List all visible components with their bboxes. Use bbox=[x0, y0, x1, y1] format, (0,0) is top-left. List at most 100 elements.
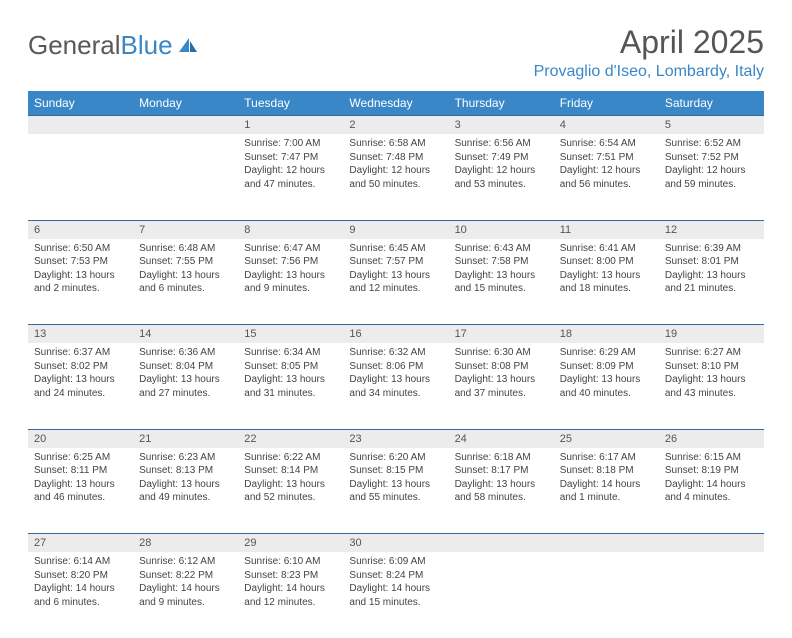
sunrise-text: Sunrise: 6:48 AM bbox=[139, 242, 232, 256]
sunset-text: Sunset: 8:23 PM bbox=[244, 569, 337, 583]
day-number bbox=[449, 534, 554, 553]
weekday-header: Tuesday bbox=[238, 91, 343, 116]
day-number: 30 bbox=[343, 534, 448, 553]
sunset-text: Sunset: 7:56 PM bbox=[244, 255, 337, 269]
day-cell: Sunrise: 6:52 AMSunset: 7:52 PMDaylight:… bbox=[659, 134, 764, 220]
day1-text: Daylight: 13 hours bbox=[139, 373, 232, 387]
day2-text: and 50 minutes. bbox=[349, 178, 442, 192]
day2-text: and 15 minutes. bbox=[349, 596, 442, 610]
weekday-header: Saturday bbox=[659, 91, 764, 116]
sunrise-text: Sunrise: 6:34 AM bbox=[244, 346, 337, 360]
sunset-text: Sunset: 8:22 PM bbox=[139, 569, 232, 583]
daynum-row: 27282930 bbox=[28, 534, 764, 553]
sunrise-text: Sunrise: 6:54 AM bbox=[560, 137, 653, 151]
day-cell: Sunrise: 6:23 AMSunset: 8:13 PMDaylight:… bbox=[133, 448, 238, 534]
day1-text: Daylight: 13 hours bbox=[349, 478, 442, 492]
day-number: 11 bbox=[554, 220, 659, 239]
weekday-header: Friday bbox=[554, 91, 659, 116]
weekday-header: Wednesday bbox=[343, 91, 448, 116]
day-cell: Sunrise: 6:48 AMSunset: 7:55 PMDaylight:… bbox=[133, 239, 238, 325]
sunrise-text: Sunrise: 6:09 AM bbox=[349, 555, 442, 569]
day-cell: Sunrise: 6:22 AMSunset: 8:14 PMDaylight:… bbox=[238, 448, 343, 534]
day1-text: Daylight: 12 hours bbox=[244, 164, 337, 178]
day2-text: and 18 minutes. bbox=[560, 282, 653, 296]
day1-text: Daylight: 13 hours bbox=[665, 373, 758, 387]
daynum-row: 20212223242526 bbox=[28, 429, 764, 448]
day-number: 4 bbox=[554, 116, 659, 135]
day2-text: and 53 minutes. bbox=[455, 178, 548, 192]
sunset-text: Sunset: 8:20 PM bbox=[34, 569, 127, 583]
day2-text: and 43 minutes. bbox=[665, 387, 758, 401]
day1-text: Daylight: 14 hours bbox=[244, 582, 337, 596]
day2-text: and 59 minutes. bbox=[665, 178, 758, 192]
day-number: 10 bbox=[449, 220, 554, 239]
weekday-header: Monday bbox=[133, 91, 238, 116]
day-cell: Sunrise: 6:43 AMSunset: 7:58 PMDaylight:… bbox=[449, 239, 554, 325]
sunset-text: Sunset: 7:52 PM bbox=[665, 151, 758, 165]
day1-text: Daylight: 13 hours bbox=[560, 269, 653, 283]
day2-text: and 34 minutes. bbox=[349, 387, 442, 401]
day2-text: and 46 minutes. bbox=[34, 491, 127, 505]
week-row: Sunrise: 6:25 AMSunset: 8:11 PMDaylight:… bbox=[28, 448, 764, 534]
day-cell: Sunrise: 6:09 AMSunset: 8:24 PMDaylight:… bbox=[343, 552, 448, 638]
day2-text: and 31 minutes. bbox=[244, 387, 337, 401]
day-number: 21 bbox=[133, 429, 238, 448]
sunrise-text: Sunrise: 6:10 AM bbox=[244, 555, 337, 569]
day-number: 24 bbox=[449, 429, 554, 448]
sunset-text: Sunset: 7:53 PM bbox=[34, 255, 127, 269]
day1-text: Daylight: 13 hours bbox=[34, 269, 127, 283]
day2-text: and 9 minutes. bbox=[244, 282, 337, 296]
day1-text: Daylight: 13 hours bbox=[455, 478, 548, 492]
day-cell: Sunrise: 6:47 AMSunset: 7:56 PMDaylight:… bbox=[238, 239, 343, 325]
sunset-text: Sunset: 8:08 PM bbox=[455, 360, 548, 374]
day1-text: Daylight: 13 hours bbox=[34, 373, 127, 387]
day1-text: Daylight: 14 hours bbox=[34, 582, 127, 596]
sunset-text: Sunset: 7:55 PM bbox=[139, 255, 232, 269]
day2-text: and 1 minute. bbox=[560, 491, 653, 505]
day-number: 13 bbox=[28, 325, 133, 344]
day-number: 27 bbox=[28, 534, 133, 553]
day2-text: and 6 minutes. bbox=[34, 596, 127, 610]
day1-text: Daylight: 13 hours bbox=[244, 269, 337, 283]
sunrise-text: Sunrise: 6:39 AM bbox=[665, 242, 758, 256]
sunset-text: Sunset: 7:57 PM bbox=[349, 255, 442, 269]
day-number: 14 bbox=[133, 325, 238, 344]
day-cell: Sunrise: 6:20 AMSunset: 8:15 PMDaylight:… bbox=[343, 448, 448, 534]
sunrise-text: Sunrise: 6:36 AM bbox=[139, 346, 232, 360]
sunset-text: Sunset: 8:04 PM bbox=[139, 360, 232, 374]
day-cell: Sunrise: 6:29 AMSunset: 8:09 PMDaylight:… bbox=[554, 343, 659, 429]
day-cell: Sunrise: 6:56 AMSunset: 7:49 PMDaylight:… bbox=[449, 134, 554, 220]
day1-text: Daylight: 12 hours bbox=[665, 164, 758, 178]
sunset-text: Sunset: 8:00 PM bbox=[560, 255, 653, 269]
day-number: 18 bbox=[554, 325, 659, 344]
sunset-text: Sunset: 7:49 PM bbox=[455, 151, 548, 165]
sunset-text: Sunset: 7:51 PM bbox=[560, 151, 653, 165]
day-number: 16 bbox=[343, 325, 448, 344]
day2-text: and 21 minutes. bbox=[665, 282, 758, 296]
day-number: 23 bbox=[343, 429, 448, 448]
day-cell bbox=[554, 552, 659, 638]
brand-part1: General bbox=[28, 30, 121, 61]
day-cell: Sunrise: 6:14 AMSunset: 8:20 PMDaylight:… bbox=[28, 552, 133, 638]
day-number: 1 bbox=[238, 116, 343, 135]
day-number: 6 bbox=[28, 220, 133, 239]
day1-text: Daylight: 13 hours bbox=[665, 269, 758, 283]
brand-logo: GeneralBlue bbox=[28, 24, 199, 61]
sunset-text: Sunset: 8:17 PM bbox=[455, 464, 548, 478]
day-number: 28 bbox=[133, 534, 238, 553]
day-cell bbox=[449, 552, 554, 638]
day-cell: Sunrise: 7:00 AMSunset: 7:47 PMDaylight:… bbox=[238, 134, 343, 220]
weekday-header: Sunday bbox=[28, 91, 133, 116]
sunrise-text: Sunrise: 6:22 AM bbox=[244, 451, 337, 465]
location-label: Provaglio d'Iseo, Lombardy, Italy bbox=[534, 63, 764, 81]
week-row: Sunrise: 6:50 AMSunset: 7:53 PMDaylight:… bbox=[28, 239, 764, 325]
day-number: 25 bbox=[554, 429, 659, 448]
sunrise-text: Sunrise: 6:45 AM bbox=[349, 242, 442, 256]
day-number: 5 bbox=[659, 116, 764, 135]
day-cell: Sunrise: 6:30 AMSunset: 8:08 PMDaylight:… bbox=[449, 343, 554, 429]
day-number: 9 bbox=[343, 220, 448, 239]
day-cell: Sunrise: 6:27 AMSunset: 8:10 PMDaylight:… bbox=[659, 343, 764, 429]
sunrise-text: Sunrise: 6:20 AM bbox=[349, 451, 442, 465]
sunrise-text: Sunrise: 6:47 AM bbox=[244, 242, 337, 256]
sunset-text: Sunset: 8:14 PM bbox=[244, 464, 337, 478]
